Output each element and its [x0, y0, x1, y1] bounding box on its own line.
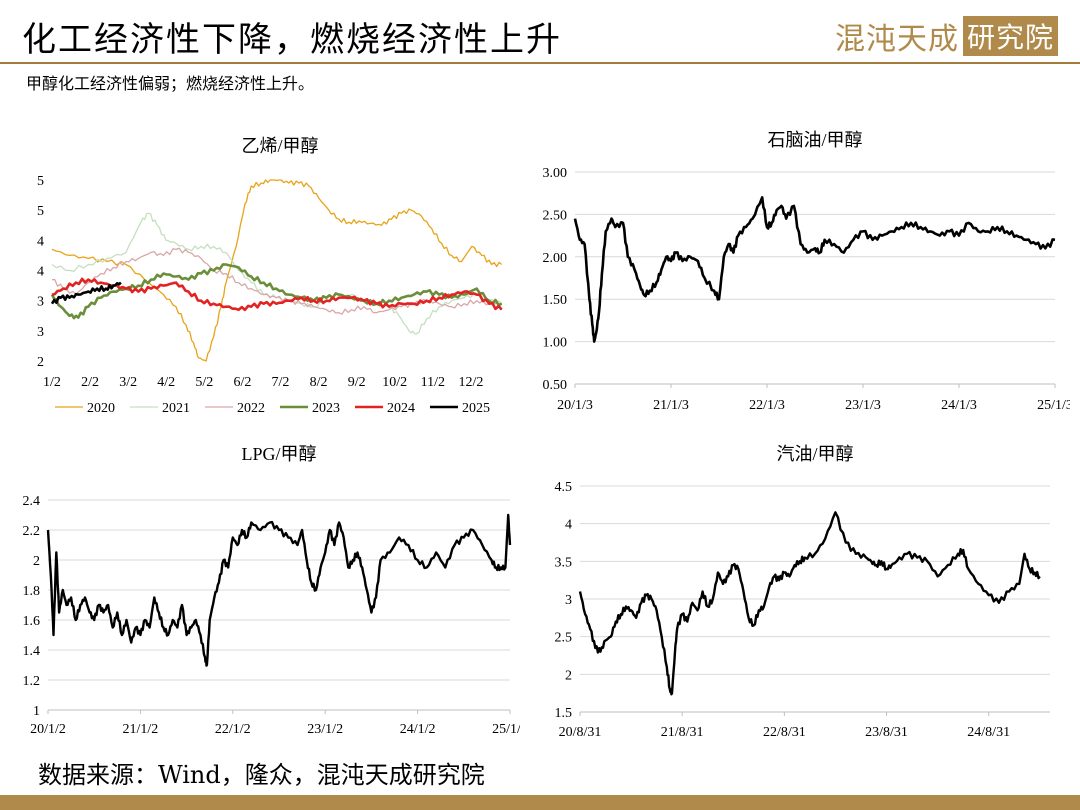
- series-line-2023: [50, 263, 503, 320]
- chart-title: 乙烯/甲醇: [241, 136, 318, 156]
- x-tick-label: 11/2: [421, 375, 445, 390]
- y-tick-label: 4: [565, 518, 572, 533]
- x-tick-label: 7/2: [272, 375, 290, 390]
- x-tick-label: 5/2: [195, 375, 213, 390]
- legend-label: 2021: [162, 401, 190, 416]
- y-tick-label: 2: [37, 355, 44, 370]
- x-tick-label: 25/1/3: [1037, 398, 1070, 413]
- y-tick-label: 1.00: [543, 336, 568, 351]
- y-tick-label: 2.00: [543, 251, 568, 266]
- x-tick-label: 10/2: [382, 375, 407, 390]
- y-tick-label: 2.50: [543, 208, 568, 223]
- x-tick-label: 3/2: [119, 375, 137, 390]
- x-tick-label: 21/1/2: [123, 722, 159, 737]
- y-tick-label: 4.5: [555, 480, 573, 495]
- y-tick-label: 1.4: [23, 644, 41, 659]
- y-tick-label: 1.8: [23, 584, 41, 599]
- x-tick-label: 23/1/3: [845, 398, 881, 413]
- y-tick-label: 3.5: [555, 555, 573, 570]
- series-line-2024: [51, 277, 503, 312]
- x-tick-label: 8/2: [310, 375, 328, 390]
- x-tick-label: 20/8/31: [559, 725, 602, 740]
- x-tick-label: 22/1/2: [215, 722, 251, 737]
- y-tick-label: 3: [37, 295, 44, 310]
- chart-title: 石脑油/甲醇: [767, 130, 862, 150]
- x-tick-label: 1/2: [43, 375, 61, 390]
- x-tick-label: 23/1/2: [307, 722, 343, 737]
- y-tick-label: 2: [565, 668, 572, 683]
- x-tick-label: 25/1/2: [492, 722, 520, 737]
- x-tick-label: 4/2: [157, 375, 175, 390]
- series-line-2025: [50, 281, 122, 305]
- brand-main: 混沌天成: [834, 22, 959, 57]
- y-tick-label: 2.5: [555, 631, 573, 646]
- y-tick-label: 2.2: [23, 524, 41, 539]
- brand-logo: 混沌天成 研究院: [835, 14, 1058, 58]
- legend-label: 2020: [87, 401, 115, 416]
- data-source: 数据来源：Wind，隆众，混沌天成研究院: [38, 761, 485, 789]
- chart-ethylene-methanol: 乙烯/甲醇 5 5 4 4 3 3 2 1/2 2/2 3/2 4/2 5/2 6/2 7/2 8/2 9/2 1…: [37, 136, 503, 416]
- y-tick-label: 5: [37, 174, 44, 189]
- series-line: [46, 513, 512, 667]
- y-tick-label: 4: [37, 234, 44, 249]
- chart-lpg-methanol: LPG/甲醇 2.4 2.2 2 1.8 1.6 1.4 1.2 1 20/1/2 21/1/2 22…: [23, 444, 521, 737]
- y-tick-label: 5: [37, 204, 44, 219]
- title-divider: [0, 62, 1080, 64]
- x-tick-label: 12/2: [458, 375, 483, 390]
- x-tick-label: 24/1/2: [400, 722, 436, 737]
- y-tick-label: 1.50: [543, 293, 568, 308]
- x-tick-label: 20/1/2: [30, 722, 66, 737]
- series-line: [573, 196, 1056, 343]
- series-line-2020: [51, 179, 503, 362]
- brand-tag: 研究院: [962, 16, 1058, 56]
- page-title: 化工经济性下降，燃烧经济性上升: [22, 20, 562, 60]
- x-tick-label: 23/8/31: [865, 725, 908, 740]
- y-tick-label: 3: [565, 593, 572, 608]
- x-tick-label: 24/1/3: [941, 398, 977, 413]
- y-tick-label: 2: [33, 554, 40, 569]
- y-tick-label: 2.4: [23, 494, 41, 509]
- y-tick-label: 3: [37, 325, 44, 340]
- y-tick-label: 0.50: [543, 378, 568, 393]
- y-tick-label: 1.5: [555, 706, 573, 721]
- x-tick-label: 6/2: [233, 375, 251, 390]
- legend-label: 2023: [312, 401, 340, 416]
- x-tick-label: 22/1/3: [749, 398, 785, 413]
- footer-bar: [0, 795, 1080, 810]
- chart-gasoline-methanol: 汽油/甲醇 4.5 4 3.5 3 2.5 2 1.5 20/8/31 21/8/31 22/8/3…: [555, 444, 1050, 740]
- legend-label: 2024: [387, 401, 415, 416]
- chart-naphtha-methanol: 石脑油/甲醇 3.00 2.50 2.00 1.50 1.00 0.50 20/1/3 21/1…: [543, 130, 1071, 413]
- series-line: [578, 511, 1041, 696]
- chart-title: 汽油/甲醇: [776, 444, 853, 464]
- legend-label: 2022: [237, 401, 265, 416]
- y-tick-label: 3.00: [543, 166, 568, 181]
- y-tick-label: 1: [33, 704, 40, 719]
- x-tick-label: 9/2: [348, 375, 366, 390]
- x-tick-label: 21/8/31: [661, 725, 704, 740]
- x-tick-label: 20/1/3: [557, 398, 593, 413]
- y-tick-label: 1.2: [23, 674, 41, 689]
- y-tick-label: 4: [37, 265, 44, 280]
- x-tick-label: 21/1/3: [653, 398, 689, 413]
- x-tick-label: 22/8/31: [763, 725, 806, 740]
- page-subtitle: 甲醇化工经济性偏弱；燃烧经济性上升。: [26, 74, 315, 93]
- chart-title: LPG/甲醇: [241, 444, 316, 464]
- x-tick-label: 24/8/31: [967, 725, 1010, 740]
- x-tick-label: 2/2: [81, 375, 99, 390]
- series-line-2021: [51, 212, 503, 335]
- legend-label: 2025: [462, 401, 490, 416]
- y-tick-label: 1.6: [23, 614, 41, 629]
